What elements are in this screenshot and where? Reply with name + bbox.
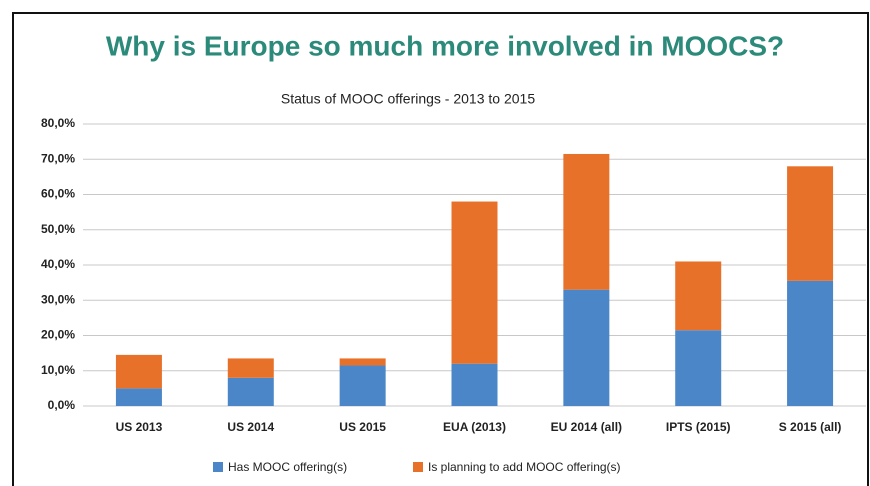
bar-segment [339,358,386,366]
bar-segment [675,261,722,331]
y-tick-label: 50,0% [41,222,75,236]
bar-segment [227,358,274,378]
bar-segment [563,153,610,290]
frame [12,12,869,486]
x-tick-label: EU 2014 (all) [551,420,622,434]
y-tick-label: 20,0% [41,328,75,342]
y-tick-label: 70,0% [41,151,75,165]
bar-segment [787,280,834,406]
legend-swatch [213,462,223,472]
slide-title: Why is Europe so much more involved in M… [106,30,784,61]
bar-segment [787,166,834,281]
bar-segment [675,330,722,406]
x-tick-label: S 2015 (all) [779,420,842,434]
bar-segment [115,354,162,389]
x-tick-label: EUA (2013) [443,420,506,434]
x-tick-label: US 2013 [116,420,163,434]
y-tick-label: 80,0% [41,116,75,130]
bar-segment [339,365,386,406]
bar-segment [451,363,498,406]
legend-swatch [413,462,423,472]
bar-segment [451,201,498,364]
x-tick-label: US 2015 [339,420,386,434]
bar-segment [227,377,274,406]
x-tick-label: IPTS (2015) [666,420,731,434]
y-tick-label: 60,0% [41,187,75,201]
bar-segment [115,388,162,406]
x-tick-label: US 2014 [227,420,274,434]
y-tick-label: 0,0% [48,398,76,412]
y-tick-label: 10,0% [41,363,75,377]
y-tick-label: 40,0% [41,257,75,271]
y-tick-label: 30,0% [41,292,75,306]
legend-label: Has MOOC offering(s) [228,460,347,474]
legend-label: Is planning to add MOOC offering(s) [428,460,621,474]
bar-segment [563,289,610,406]
chart-title: Status of MOOC offerings - 2013 to 2015 [281,91,535,107]
